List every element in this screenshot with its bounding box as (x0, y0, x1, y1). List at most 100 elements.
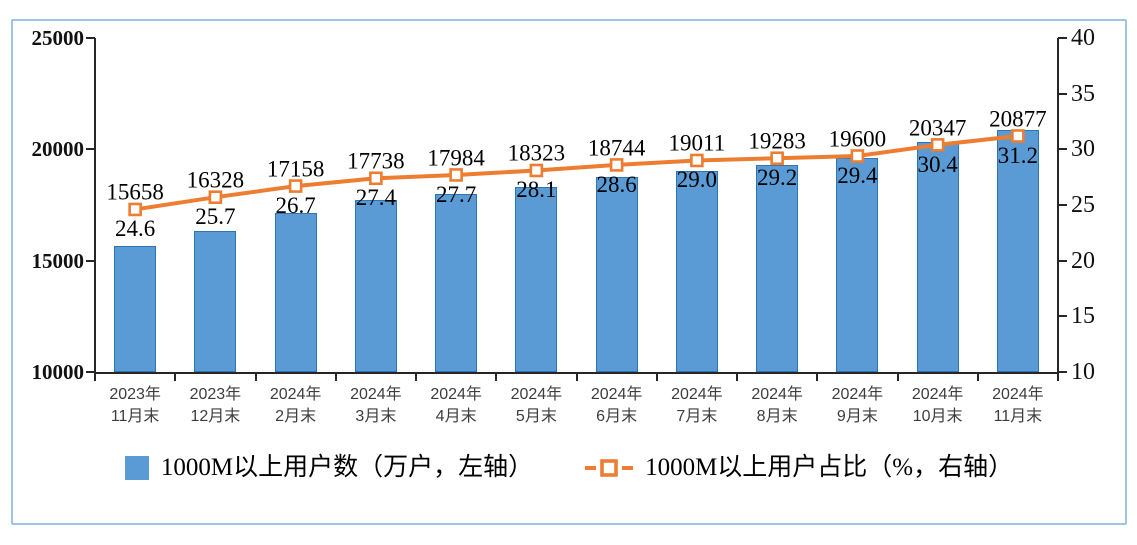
x-axis-category-label: 2024年 3月末 (350, 386, 402, 426)
x-axis-category-label: 2024年 6月末 (590, 386, 643, 426)
right-axis-tick (1058, 204, 1067, 206)
line-percent-label: 27.7 (436, 181, 477, 207)
bar-value-label: 19283 (748, 128, 806, 154)
line-percent-label: 29.4 (837, 163, 878, 188)
line-series-marker-icon (585, 456, 634, 480)
line-percent-label: 28.6 (596, 171, 637, 197)
bar-series-legend-label: 1000M以上用户数（万户，左轴） (160, 454, 534, 481)
left-axis-tick-label: 20000 (31, 137, 85, 162)
line-percent-label: 28.1 (516, 177, 557, 203)
bar-value-label: 17984 (427, 145, 485, 171)
line-marker (208, 190, 223, 205)
bar (515, 186, 558, 372)
bar (756, 165, 799, 372)
bar-value-label: 15658 (106, 180, 164, 205)
line-percent-label: 30.4 (917, 151, 958, 177)
line-percent-label: 29.0 (676, 167, 717, 193)
x-axis-tick (976, 372, 979, 381)
bar-value-label: 18744 (587, 135, 646, 161)
bar-value-label: 20877 (989, 106, 1047, 132)
legend-item-bar-series: 1000M以上用户数（万户，左轴） (124, 454, 534, 481)
line-percent-label: 26.7 (275, 193, 316, 219)
left-axis-tick-label: 25000 (31, 26, 85, 50)
bar-value-label: 19011 (668, 131, 726, 156)
bar-value-label: 18323 (507, 141, 566, 167)
right-axis-line (1057, 38, 1059, 374)
bar (675, 171, 718, 372)
bar-value-label: 19600 (828, 126, 887, 152)
x-axis-category-label: 2024年 2月末 (269, 386, 322, 426)
line-percent-label: 29.2 (757, 165, 798, 191)
x-axis-tick (575, 372, 578, 381)
right-axis-tick-label: 25 (1071, 192, 1095, 218)
bar-value-label: 17158 (266, 156, 325, 182)
x-axis-tick (655, 372, 658, 381)
legend-item-line-series: 1000M以上用户占比（%，右轴） (585, 455, 1013, 480)
right-axis-tick (1058, 259, 1067, 262)
bar (595, 177, 638, 372)
x-axis-tick (816, 372, 819, 381)
line-marker (449, 168, 463, 182)
bar-value-label: 17738 (347, 148, 405, 174)
left-axis-tick (86, 259, 95, 262)
bar (274, 212, 317, 372)
line-series-legend-label: 1000M以上用户占比（%，右轴） (645, 454, 1014, 481)
line-marker (609, 158, 624, 172)
right-axis-tick (1058, 148, 1067, 151)
bar (354, 199, 397, 372)
x-axis-category-label: 2023年 11月末 (109, 386, 161, 426)
left-axis-tick (86, 371, 95, 373)
x-axis-tick (495, 372, 498, 381)
bar (194, 231, 237, 372)
line-percent-label: 24.6 (115, 216, 156, 242)
line-marker (690, 153, 704, 168)
x-axis-tick (415, 372, 417, 381)
x-axis-tick (736, 372, 738, 381)
left-axis-tick (86, 37, 95, 39)
x-axis-tick (94, 372, 96, 381)
x-axis-category-label: 2024年 4月末 (430, 386, 482, 426)
x-axis-category-label: 2024年 5月末 (510, 386, 563, 426)
line-marker (128, 202, 142, 217)
line-marker (288, 179, 303, 193)
right-axis-tick (1058, 37, 1067, 39)
right-axis-tick-label: 30 (1071, 136, 1095, 163)
line-marker (529, 163, 544, 178)
bar (114, 246, 157, 372)
bar-value-label: 16328 (186, 167, 245, 193)
x-axis-category-label: 2024年 8月末 (751, 386, 803, 426)
x-axis-tick (174, 372, 177, 381)
line-percent-label: 31.2 (997, 142, 1038, 168)
x-axis-category-label: 2023年 12月末 (189, 386, 242, 426)
x-axis-tick (1057, 372, 1059, 381)
right-axis-tick-label: 40 (1071, 25, 1095, 51)
right-axis-tick-label: 15 (1071, 303, 1095, 330)
right-axis-tick (1058, 315, 1067, 318)
line-percent-label: 25.7 (195, 204, 236, 230)
line-marker (770, 151, 784, 166)
left-axis-tick-label: 15000 (31, 248, 85, 273)
right-axis-tick-label: 35 (1071, 80, 1095, 107)
right-axis-tick (1058, 92, 1067, 95)
bar-value-label: 20347 (908, 115, 967, 141)
bar-series-swatch-icon (124, 455, 149, 480)
x-axis-category-label: 2024年 11月末 (992, 386, 1044, 426)
left-axis-tick (86, 148, 95, 151)
bar (836, 158, 879, 372)
left-axis-tick-label: 10000 (31, 360, 85, 384)
x-axis-tick (254, 372, 257, 381)
legend: 1000M以上用户数（万户，左轴） 1000M以上用户占比（%，右轴） (11, 455, 1127, 480)
bar (435, 194, 478, 372)
x-axis-tick (334, 372, 337, 381)
right-axis-tick (1058, 371, 1067, 373)
line-percent-label: 27.4 (355, 185, 396, 211)
line-marker (369, 171, 383, 186)
left-axis-line (94, 38, 96, 374)
x-axis-tick (896, 372, 899, 381)
x-axis-category-label: 2024年 10月末 (911, 386, 964, 426)
right-axis-tick-label: 20 (1071, 247, 1095, 274)
x-axis-category-label: 2024年 9月末 (831, 386, 884, 426)
right-axis-tick-label: 10 (1071, 359, 1095, 385)
